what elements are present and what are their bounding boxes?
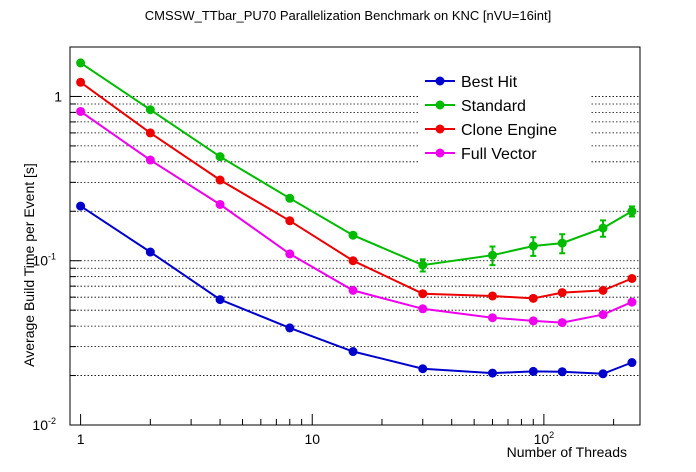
data-point [285,216,295,226]
data-point [487,291,497,301]
data-point [285,193,295,203]
data-point [418,260,428,270]
data-point [348,256,358,266]
data-point [215,175,225,185]
data-point [215,199,225,209]
legend: Best Hit Standard Clone Engine Full Vector [425,74,557,163]
data-point [557,288,567,298]
data-point [487,313,497,323]
data-point [598,223,608,233]
legend-label: Full Vector [461,146,537,163]
legend-marker [435,100,445,110]
y-axis-label: Average Build Time per Event [s] [21,163,37,367]
x-axis-label: Number of Threads [507,444,627,460]
data-point [598,285,608,295]
axis-ticks [69,46,615,426]
y-tick-label: 1 [54,88,62,104]
data-point [285,323,295,333]
data-point [598,310,608,320]
data-point [418,364,428,374]
data-point [418,289,428,299]
series-best-hit [76,201,637,379]
legend-marker [435,76,445,86]
y-tick-label: 10-2 [32,416,56,433]
data-point [528,316,538,326]
data-point [348,347,358,357]
data-point [528,241,538,251]
legend-item-clone-engine: Clone Engine [425,122,557,139]
data-point [76,58,86,68]
legend-item-standard: Standard [425,98,526,115]
data-point [487,250,497,260]
data-point [557,318,567,328]
legend-item-best-hit: Best Hit [425,74,518,91]
data-point [528,366,538,376]
data-point [528,293,538,303]
data-point [348,230,358,240]
chart-title: CMSSW_TTbar_PU70 Parallelization Benchma… [145,8,551,23]
data-point [557,367,567,377]
plot-frame [69,46,641,426]
data-point [215,295,225,305]
data-point [627,358,637,368]
data-point [627,206,637,216]
x-tick-label: 10 [304,431,320,447]
legend-label: Clone Engine [461,122,557,139]
data-point [627,297,637,307]
series-clone-engine [76,77,637,303]
data-point [598,369,608,379]
legend-background [420,70,590,165]
data-point [557,238,567,248]
legend-label: Best Hit [461,74,518,91]
data-point [348,285,358,295]
data-point [145,155,155,165]
data-point [215,152,225,162]
legend-item-full-vector: Full Vector [425,146,537,163]
data-point [285,249,295,259]
data-point [145,128,155,138]
series-group [76,58,637,379]
legend-marker [435,148,445,158]
series-full-vector [76,106,637,328]
data-point [627,273,637,283]
data-point [487,368,497,378]
x-tick-label: 102 [534,430,555,447]
legend-marker [435,124,445,134]
data-point [76,106,86,116]
data-point [418,304,428,314]
data-point [145,247,155,257]
legend-label: Standard [461,98,526,115]
series-standard [76,58,637,273]
data-point [145,105,155,115]
data-point [76,201,86,211]
x-tick-label: 1 [77,431,85,447]
data-point [76,77,86,87]
